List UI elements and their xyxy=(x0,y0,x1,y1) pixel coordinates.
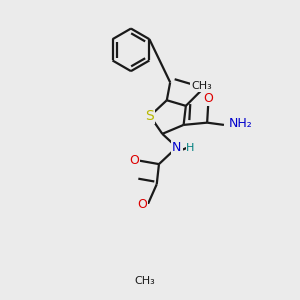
Text: O: O xyxy=(137,198,147,211)
Text: NH₂: NH₂ xyxy=(228,117,252,130)
Text: O: O xyxy=(203,92,213,104)
Text: H: H xyxy=(186,143,195,153)
Text: N: N xyxy=(172,141,182,154)
Text: S: S xyxy=(146,109,154,123)
Text: CH₃: CH₃ xyxy=(134,276,155,286)
Text: CH₃: CH₃ xyxy=(191,81,212,91)
Text: O: O xyxy=(129,154,139,167)
